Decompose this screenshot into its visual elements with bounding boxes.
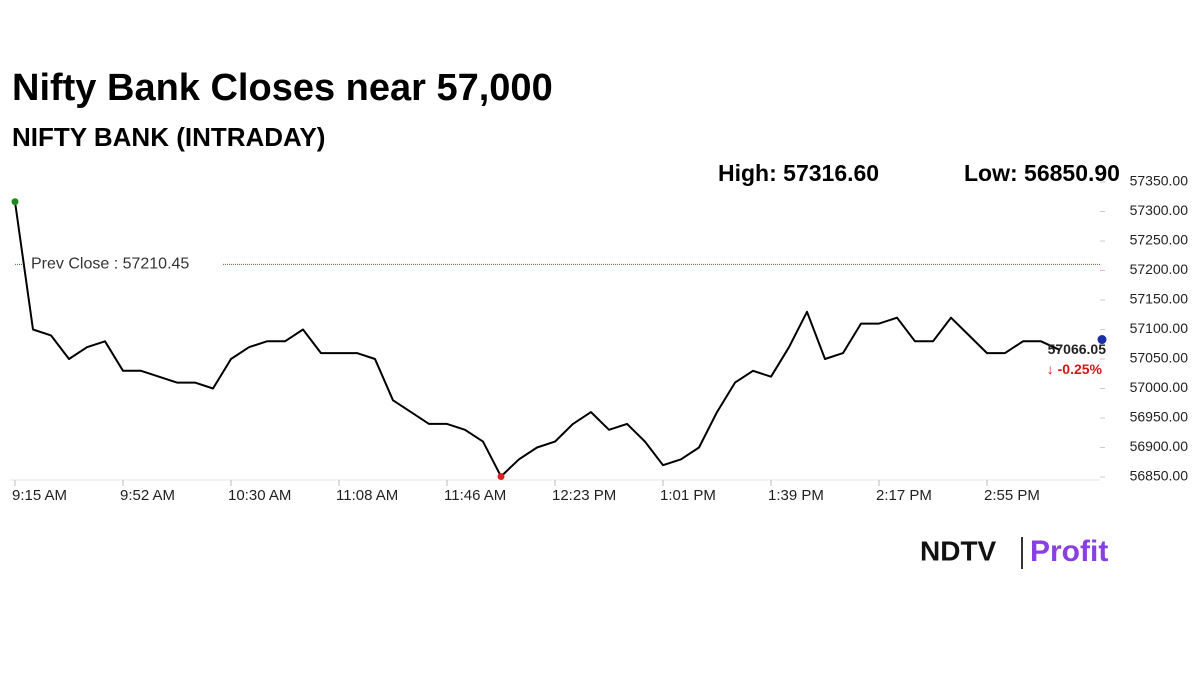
last-marker [1097,335,1107,345]
high-label: High: 57316.60 [718,160,879,186]
x-tick-label: 12:23 PM [552,487,616,504]
prev-close-label: Prev Close : 57210.45 [31,256,189,273]
y-tick-label: 57250.00 [1130,232,1189,248]
y-tick-label: 57350.00 [1130,173,1189,189]
y-tick-label: 57300.00 [1130,202,1189,218]
prev-close-bg [22,254,222,275]
high-marker [11,198,19,206]
x-tick-label: 10:30 AM [228,487,291,504]
low-label: Low: 56850.90 [964,160,1120,186]
last-value-label: 57066.05 [1048,341,1107,357]
x-tick-label: 11:08 AM [336,487,398,504]
series-line [14,201,1060,478]
y-tick-label: 56900.00 [1130,438,1189,454]
chart-subtitle: NIFTY BANK (INTRADAY) [12,122,325,152]
y-tick-label: 57100.00 [1130,320,1189,336]
x-tick-label: 2:55 PM [984,487,1040,504]
y-tick-label: 57000.00 [1130,379,1189,395]
logo-ndtv: NDTV [920,535,997,566]
x-tick-label: 9:52 AM [120,487,175,504]
y-tick-label: 57150.00 [1130,291,1189,307]
x-tick-label: 9:15 AM [12,487,67,504]
chart-title: Nifty Bank Closes near 57,000 [12,67,553,109]
low-marker [497,472,505,480]
y-tick-label: 56850.00 [1130,468,1189,484]
x-tick-label: 1:39 PM [768,487,824,504]
x-tick-label: 1:01 PM [660,487,716,504]
y-tick-label: 57050.00 [1130,350,1189,366]
logo-profit: Profit [1030,535,1108,568]
change-label: ↓ -0.25% [1047,361,1103,377]
y-tick-label: 56950.00 [1130,409,1189,425]
y-tick-label: 57200.00 [1130,261,1189,277]
x-tick-label: 2:17 PM [876,487,932,504]
x-tick-label: 11:46 AM [444,487,506,504]
